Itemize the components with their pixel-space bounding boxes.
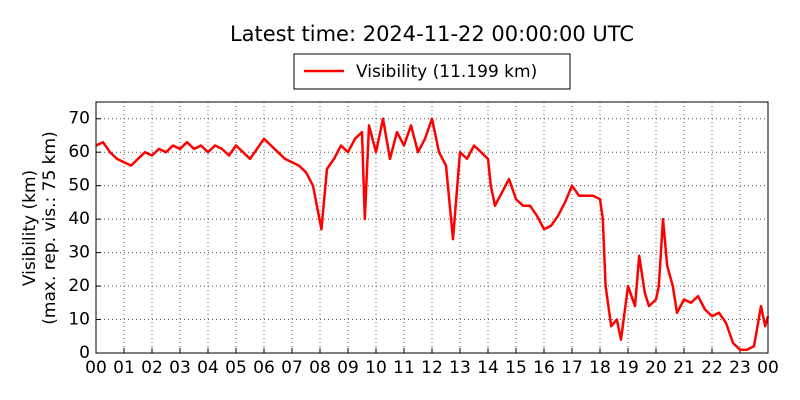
- y-axis-label: (max. rep. vis.: 75 km): [40, 131, 60, 324]
- y-tick-label: 70: [68, 109, 90, 129]
- x-tick-label: 01: [113, 358, 135, 378]
- x-tick-label: 22: [701, 358, 723, 378]
- y-tick-label: 30: [68, 243, 90, 263]
- y-tick-label: 40: [68, 209, 90, 229]
- legend-label: Visibility (11.199 km): [356, 62, 537, 82]
- x-tick-label: 15: [505, 358, 527, 378]
- y-tick-label: 0: [79, 343, 90, 363]
- x-tick-label: 20: [645, 358, 667, 378]
- y-tick-label: 10: [68, 310, 90, 330]
- x-tick-label: 13: [449, 358, 471, 378]
- x-tick-label: 19: [617, 358, 639, 378]
- y-tick-label: 20: [68, 276, 90, 296]
- x-tick-label: 00: [85, 358, 107, 378]
- x-tick-label: 06: [253, 358, 275, 378]
- x-tick-label: 16: [533, 358, 555, 378]
- x-tick-label: 03: [169, 358, 191, 378]
- x-tick-label: 00: [757, 358, 779, 378]
- x-tick-label: 10: [365, 358, 387, 378]
- chart-title: Latest time: 2024-11-22 00:00:00 UTC: [230, 22, 634, 46]
- x-tick-label: 12: [421, 358, 443, 378]
- plot-frame: [95, 101, 769, 354]
- line: [95, 117, 770, 351]
- x-tick-label: 21: [673, 358, 695, 378]
- y-tick-label: 60: [68, 142, 90, 162]
- x-tick-label: 14: [477, 358, 499, 378]
- x-tick-label: 18: [589, 358, 611, 378]
- x-tick-label: 07: [281, 358, 303, 378]
- x-tick-label: 04: [197, 358, 219, 378]
- y-axis-label: Visibility (km): [20, 170, 40, 286]
- y-tick-label: 50: [68, 176, 90, 196]
- x-tick-label: 23: [729, 358, 751, 378]
- x-tick-label: 11: [393, 358, 415, 378]
- x-tick-label: 09: [337, 358, 359, 378]
- x-tick-label: 02: [141, 358, 163, 378]
- x-tick-label: 08: [309, 358, 331, 378]
- x-tick-label: 05: [225, 358, 247, 378]
- x-tick-label: 17: [561, 358, 583, 378]
